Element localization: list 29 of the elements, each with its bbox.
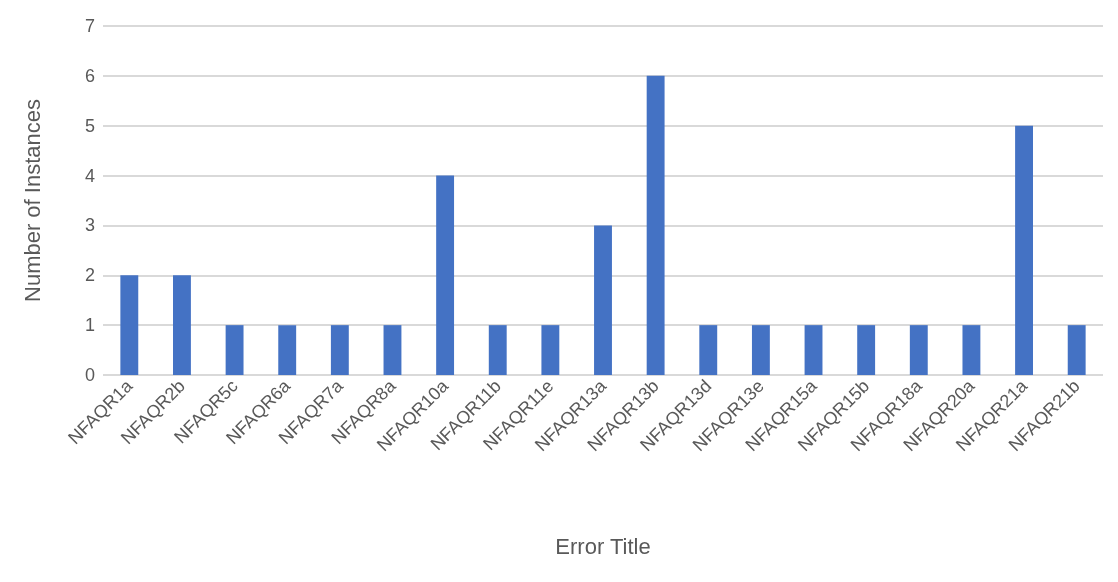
bar	[225, 325, 244, 375]
bar	[962, 325, 981, 375]
bar	[699, 325, 718, 375]
bar	[488, 325, 507, 375]
bar	[120, 275, 139, 375]
y-tick-label: 6	[84, 65, 95, 86]
bar	[541, 325, 560, 375]
y-tick-label: 5	[84, 115, 95, 136]
bar	[173, 275, 191, 375]
bar	[330, 325, 349, 375]
bar	[278, 325, 297, 375]
bar	[646, 75, 665, 375]
bar	[751, 325, 770, 375]
bar	[1015, 125, 1033, 375]
y-tick-label: 2	[84, 265, 95, 286]
bar	[857, 325, 876, 375]
y-tick-label: 3	[84, 215, 95, 236]
bar	[436, 175, 455, 375]
bar	[383, 325, 402, 375]
y-tick-label: 7	[84, 16, 95, 36]
y-tick-label: 0	[84, 365, 95, 385]
bar	[804, 325, 823, 375]
bar	[1067, 325, 1086, 375]
bar	[909, 325, 928, 375]
y-axis-title: Number of Instances	[19, 99, 45, 302]
x-axis-title: Error Title	[555, 533, 651, 559]
bar	[594, 225, 612, 375]
y-tick-label: 1	[84, 315, 95, 336]
y-tick-label: 4	[84, 165, 95, 186]
